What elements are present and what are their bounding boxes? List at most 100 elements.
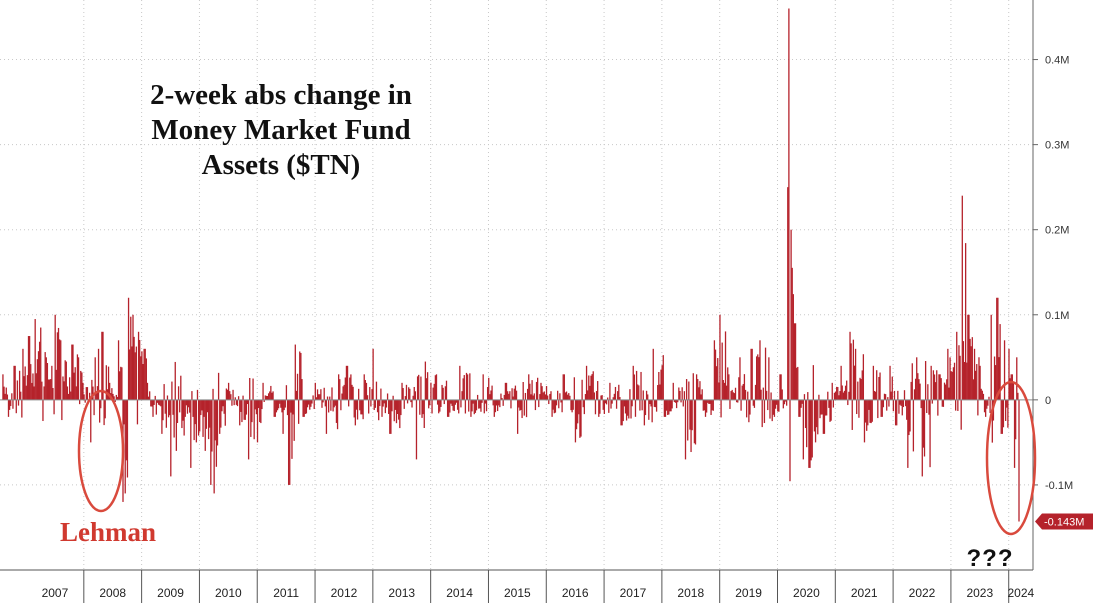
bar [710, 399, 712, 415]
bar [256, 399, 259, 443]
bar [35, 373, 37, 400]
bar [490, 390, 492, 400]
bar [388, 399, 390, 415]
bar [673, 399, 676, 402]
bar [681, 387, 683, 400]
bar [163, 384, 165, 400]
bar [932, 370, 935, 400]
bar [334, 399, 336, 406]
bar [949, 357, 951, 400]
bar [948, 387, 950, 400]
x-tick-label: 2012 [331, 586, 358, 600]
bar [600, 395, 602, 400]
bar [922, 399, 925, 448]
bar [41, 381, 43, 400]
bar [861, 370, 863, 400]
bar [105, 365, 107, 400]
bar [763, 399, 766, 424]
bar [652, 348, 654, 400]
bar [707, 399, 709, 403]
bar [635, 370, 638, 400]
bar [456, 399, 459, 410]
bar [201, 399, 203, 411]
bar [758, 357, 760, 400]
bar [523, 399, 525, 416]
bar [818, 394, 820, 400]
bar [231, 399, 233, 406]
bar [525, 399, 528, 418]
bar [963, 361, 966, 400]
bar [943, 382, 946, 400]
bar [301, 379, 303, 400]
bar [443, 399, 445, 405]
bar [140, 356, 142, 400]
bar [312, 395, 314, 400]
bar [927, 384, 929, 400]
bar [76, 354, 79, 400]
bar [302, 399, 304, 417]
bar [579, 399, 581, 438]
bar [911, 363, 913, 400]
bar [88, 392, 91, 400]
bar [814, 399, 817, 443]
bar [392, 395, 394, 400]
bar [634, 399, 637, 417]
bar [472, 399, 474, 404]
bar [969, 338, 971, 400]
bar [425, 378, 428, 400]
bar [536, 377, 539, 400]
bar [223, 399, 225, 414]
bar [299, 351, 301, 400]
recent-drop-circle [985, 380, 1037, 536]
bar [486, 387, 489, 400]
bar [281, 399, 283, 413]
bar [414, 391, 417, 400]
bar [914, 378, 917, 400]
bar [172, 399, 174, 415]
bar [892, 399, 895, 412]
bar [889, 365, 891, 400]
bar [998, 357, 1000, 400]
bar [266, 395, 269, 400]
bar [434, 375, 437, 400]
bar [353, 399, 355, 418]
bar [500, 393, 502, 400]
bar [174, 361, 176, 400]
bar [920, 399, 922, 409]
bar [919, 383, 921, 400]
bar [821, 399, 823, 415]
bar [358, 388, 360, 400]
bar [737, 399, 739, 403]
bar [310, 399, 312, 407]
bar [701, 389, 703, 400]
bar [320, 389, 322, 400]
bar [704, 399, 707, 417]
bar [48, 379, 51, 400]
bar [1005, 399, 1007, 421]
bar [674, 399, 677, 403]
bar [853, 365, 856, 400]
bar [340, 399, 342, 411]
bar [598, 399, 600, 417]
bar [893, 390, 896, 400]
bar [962, 341, 965, 400]
bar [501, 398, 503, 400]
bar [519, 399, 521, 411]
bar [624, 399, 627, 414]
bar [511, 388, 513, 400]
bar [981, 390, 983, 400]
bar [335, 399, 338, 423]
bar [136, 399, 139, 425]
bar [86, 387, 89, 400]
bar [671, 399, 673, 409]
bar [703, 399, 706, 411]
bar [290, 399, 292, 413]
bar [555, 399, 558, 406]
bar [361, 399, 363, 415]
bar [580, 399, 582, 437]
bar [933, 374, 936, 400]
bar [560, 399, 562, 403]
bar [36, 359, 39, 400]
bar [233, 399, 235, 406]
bar [926, 399, 928, 414]
